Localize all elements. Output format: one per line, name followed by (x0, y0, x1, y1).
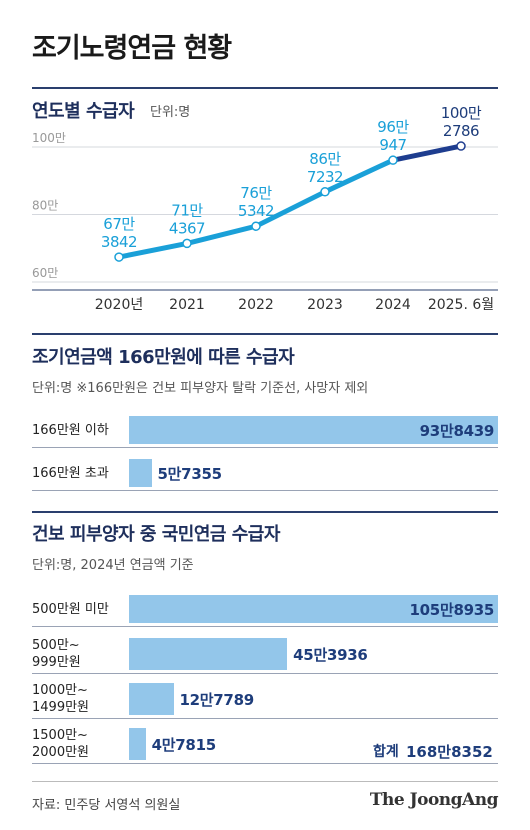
bar-value-label: 93만8439 (419, 422, 495, 440)
data-point (251, 221, 261, 231)
bar-category-label: 1000만~ 1499만원 (32, 683, 90, 715)
row-divider (32, 673, 498, 674)
data-label: 100만 (441, 104, 482, 122)
row-divider (32, 718, 498, 719)
bar-category-label: 166만원 초과 (32, 465, 109, 481)
page-title: 조기노령연금 현황 (32, 33, 232, 64)
row-divider (32, 490, 498, 491)
bar (129, 638, 288, 670)
bar (129, 728, 146, 760)
row-divider (32, 447, 498, 448)
row-divider (32, 763, 498, 764)
y-tick-label: 100만 (32, 131, 66, 145)
total-label: 합계 (373, 744, 399, 760)
bar-category-label: 500만~ 999만원 (32, 638, 81, 670)
brand-logo: The JoongAng (369, 790, 499, 810)
bar-category-label: 166만원 이하 (32, 422, 109, 438)
bar-chart-2-note: 단위:명, 2024년 연금액 기준 (32, 558, 194, 573)
bar-chart-1-heading: 조기연금액 166만원에 따른 수급자 (32, 347, 295, 368)
data-label: 96만 (377, 118, 409, 136)
data-label: 5342 (238, 202, 274, 220)
data-label: 3842 (101, 233, 137, 251)
bar-category-label: 500만원 미만 (32, 601, 109, 617)
bar-value-label: 45만3936 (293, 646, 368, 664)
source-note: 자료: 민주당 서영석 의원실 (32, 798, 181, 813)
series-line-last-segment (390, 143, 464, 163)
data-label: 86만 (309, 150, 341, 168)
data-point (456, 141, 466, 151)
bar (129, 459, 152, 487)
line-chart-unit: 단위:명 (150, 105, 191, 120)
bar-chart-1-note: 단위:명 ※166만원은 건보 피부양자 탈락 기준선, 사망자 제외 (32, 381, 369, 396)
section-divider (32, 511, 498, 513)
data-label: 947 (379, 136, 406, 154)
bar-value-label: 12만7789 (179, 691, 255, 709)
data-point (388, 155, 398, 165)
data-label: 4367 (169, 219, 205, 237)
data-point (320, 187, 330, 197)
data-label: 2786 (443, 122, 479, 140)
bar-category-label: 1500만~ 2000만원 (32, 728, 90, 760)
bar-value-label: 105만8935 (409, 601, 495, 619)
data-label: 71만 (171, 201, 203, 219)
data-point (114, 252, 124, 262)
x-tick-label: 2020년 (95, 297, 144, 313)
row-divider (32, 626, 498, 627)
section-divider (32, 333, 498, 335)
line-chart-heading: 연도별 수급자 (32, 101, 135, 122)
data-label: 76만 (240, 184, 272, 202)
x-tick-label: 2022 (238, 297, 274, 313)
total-value: 168만8352 (406, 743, 493, 761)
bar (129, 595, 498, 623)
y-tick-label: 80만 (32, 199, 58, 213)
bar-value-label: 5만7355 (157, 465, 222, 483)
bar-chart-2-heading: 건보 피부양자 중 국민연금 수급자 (32, 524, 280, 545)
y-tick-label: 60만 (32, 266, 58, 280)
data-point (182, 238, 192, 249)
data-label: 7232 (307, 168, 343, 186)
x-tick-label: 2021 (169, 297, 205, 313)
bar (129, 416, 498, 444)
bar (129, 683, 174, 715)
x-tick-label: 2025. 6월 (428, 297, 494, 313)
x-tick-label: 2023 (307, 297, 343, 313)
bar-value-label: 4만7815 (151, 736, 216, 754)
footer-divider (32, 781, 498, 782)
section-divider (32, 87, 498, 89)
data-label: 67만 (103, 215, 135, 233)
x-tick-label: 2024 (375, 297, 411, 313)
